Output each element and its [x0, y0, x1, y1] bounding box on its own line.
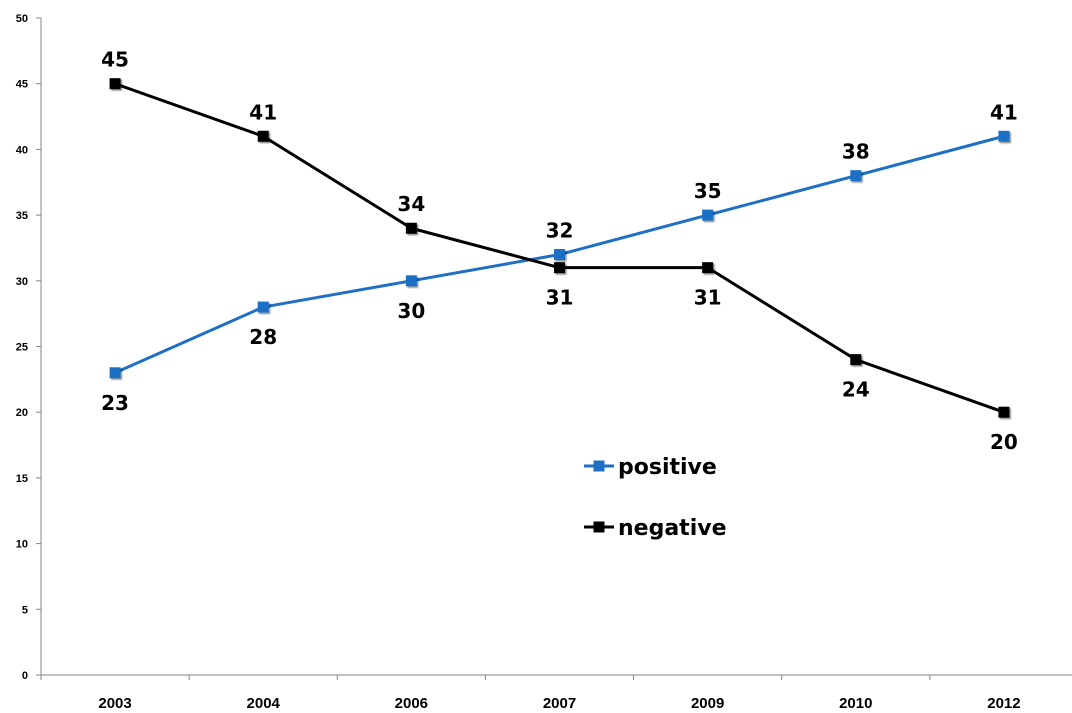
data-point-positive	[998, 130, 1010, 142]
y-tick-label: 15	[16, 473, 28, 485]
data-labels: 23 45 28 41 30 34 32 31 35 31 38 24 41 20	[101, 48, 1018, 455]
series-line-negative	[114, 82, 1005, 414]
data-label-positive: 38	[842, 140, 870, 164]
data-label-negative: 31	[694, 286, 722, 310]
data-label-positive: 41	[990, 100, 1018, 124]
y-tick-label: 35	[16, 210, 28, 222]
data-label-positive: 35	[694, 179, 722, 203]
x-tick-label: 2010	[839, 695, 872, 712]
axes: 0 5 10 15 20 25 30 35 40 45 50 2003 2004 2006 2007 2009…	[16, 13, 1072, 712]
legend: positive negative	[584, 455, 727, 541]
y-tick-label: 25	[16, 342, 28, 354]
data-point-negative	[850, 354, 862, 366]
x-tick-label: 2012	[987, 695, 1020, 712]
data-label-positive: 23	[101, 391, 129, 415]
y-tick-label: 45	[16, 79, 28, 91]
y-tick-label: 30	[16, 276, 28, 288]
series-layer	[109, 78, 1010, 418]
data-label-negative: 31	[546, 286, 574, 310]
data-point-negative	[702, 262, 714, 274]
legend-label-positive: positive	[618, 455, 717, 480]
data-label-negative: 34	[397, 192, 425, 216]
data-label-negative: 24	[842, 378, 870, 402]
data-label-negative: 20	[990, 430, 1018, 454]
legend-label-negative: negative	[618, 516, 727, 541]
data-label-positive: 30	[397, 299, 425, 323]
y-tick-label: 40	[16, 144, 28, 156]
data-point-negative	[405, 222, 417, 234]
legend-marker-positive	[593, 460, 605, 472]
data-point-negative	[257, 130, 269, 142]
data-point-positive	[850, 170, 862, 182]
data-label-positive: 28	[249, 325, 277, 349]
data-point-negative	[998, 406, 1010, 418]
data-point-negative	[554, 262, 565, 274]
data-point-positive	[554, 249, 565, 261]
x-tick-label: 2007	[543, 695, 576, 712]
data-point-positive	[257, 301, 269, 313]
y-tick-label: 20	[16, 407, 28, 419]
legend-marker-negative	[593, 521, 605, 533]
x-tick-label: 2006	[395, 695, 428, 712]
x-tick-label: 2004	[247, 695, 281, 712]
data-point-positive	[109, 367, 121, 379]
data-point-negative	[109, 78, 121, 90]
data-label-negative: 41	[249, 100, 277, 124]
x-tick-label: 2009	[691, 695, 724, 712]
y-tick-label: 50	[16, 13, 28, 25]
data-point-positive	[405, 275, 417, 287]
y-tick-label: 0	[22, 670, 28, 682]
data-point-positive	[702, 209, 714, 221]
y-tick-label: 5	[22, 604, 28, 616]
x-tick-label: 2003	[98, 695, 131, 712]
data-label-negative: 45	[101, 48, 129, 72]
data-label-positive: 32	[546, 219, 574, 243]
y-tick-label: 10	[16, 539, 28, 551]
